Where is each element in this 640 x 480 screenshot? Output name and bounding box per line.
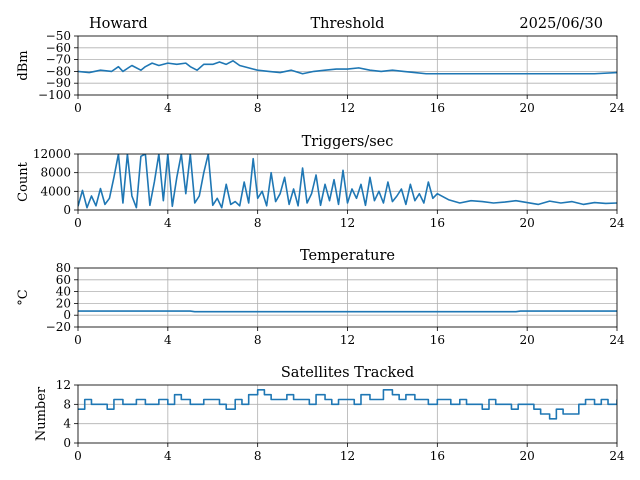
station-name: Howard <box>89 16 148 32</box>
threshold-ytick-label: −60 <box>46 41 71 55</box>
triggers-xtick-label: 12 <box>340 216 355 230</box>
triggers-ytick-label: 12000 <box>33 147 71 161</box>
satellites-xtick-label: 0 <box>74 449 82 463</box>
triggers-ytick-label: 4000 <box>40 184 71 198</box>
triggers-xtick-label: 4 <box>164 216 172 230</box>
temperature-title: Temperature <box>300 248 395 264</box>
threshold-series-line <box>78 59 617 75</box>
chart-panels: 0 4 8 12 16 20 24 −100−90−80−70−60−50 Threshold d… <box>16 16 625 463</box>
temperature-ytick-label: −20 <box>46 320 71 334</box>
temperature-series-line <box>78 310 617 313</box>
satellites-xtick-label: 16 <box>430 449 445 463</box>
satellites-xtick-label: 12 <box>340 449 355 463</box>
temperature-xtick-label: 0 <box>74 333 82 347</box>
satellites-ytick-label: 8 <box>63 397 71 411</box>
satellites-ylabel: Number <box>34 386 49 441</box>
temperature-ylabel: °C <box>16 289 31 306</box>
panel-triggers: 0 4 8 12 16 20 24 0 4000 8000 12000 Triggers/sec Cou… <box>16 134 625 230</box>
triggers-xtick-label: 20 <box>520 216 535 230</box>
satellites-ytick-label: 0 <box>63 436 71 450</box>
temperature-ytick-label: 80 <box>56 261 71 275</box>
triggers-xtick-label: 0 <box>74 216 82 230</box>
temperature-xtick-label: 20 <box>520 333 535 347</box>
satellites-xtick-label: 8 <box>254 449 262 463</box>
threshold-xtick-label: 4 <box>164 101 172 115</box>
threshold-xtick-label: 16 <box>430 101 445 115</box>
threshold-ytick-label: −90 <box>46 76 71 90</box>
triggers-xtick-label: 24 <box>609 216 625 230</box>
threshold-xtick-label: 20 <box>520 101 535 115</box>
satellites-title: Satellites Tracked <box>281 365 414 381</box>
threshold-xtick-label: 24 <box>609 101 625 115</box>
satellites-ytick-label: 12 <box>56 378 71 392</box>
temperature-ytick-label: 40 <box>56 285 71 299</box>
triggers-xtick-label: 16 <box>430 216 445 230</box>
triggers-xtick-label: 8 <box>254 216 262 230</box>
threshold-ylabel: dBm <box>16 50 31 80</box>
satellites-xtick-label: 24 <box>609 449 625 463</box>
triggers-ytick-label: 0 <box>63 203 71 217</box>
threshold-xtick-label: 0 <box>74 101 82 115</box>
temperature-ytick-label: 60 <box>56 273 71 287</box>
temperature-xtick-label: 24 <box>609 333 625 347</box>
threshold-title: Threshold <box>311 16 385 32</box>
threshold-ytick-label: −80 <box>46 64 71 78</box>
triggers-ytick-label: 8000 <box>40 166 71 180</box>
satellites-ytick-label: 4 <box>63 417 71 431</box>
temperature-ytick-label: 0 <box>63 308 71 322</box>
temperature-xtick-label: 12 <box>340 333 355 347</box>
temperature-xtick-label: 16 <box>430 333 445 347</box>
threshold-xtick-label: 12 <box>340 101 355 115</box>
temperature-ytick-label: 20 <box>56 296 71 310</box>
panel-threshold: 0 4 8 12 16 20 24 −100−90−80−70−60−50 Threshold d… <box>16 16 625 115</box>
threshold-ytick-label: −100 <box>38 88 71 102</box>
satellites-xtick-label: 20 <box>520 449 535 463</box>
report-date: 2025/06/30 <box>519 16 603 32</box>
triggers-series-line <box>78 154 617 209</box>
threshold-ytick-label: −70 <box>46 53 71 67</box>
satellites-series-line <box>78 389 617 420</box>
threshold-ytick-label: −50 <box>46 29 71 43</box>
satellites-xtick-label: 4 <box>164 449 172 463</box>
panel-satellites: 0 4 8 12 16 20 24 0 4 8 12 Satellites Tracked Number <box>34 365 625 463</box>
triggers-ylabel: Count <box>16 161 31 202</box>
threshold-xtick-label: 8 <box>254 101 262 115</box>
temperature-xtick-label: 8 <box>254 333 262 347</box>
triggers-title: Triggers/sec <box>302 134 394 150</box>
temperature-xtick-label: 4 <box>164 333 172 347</box>
